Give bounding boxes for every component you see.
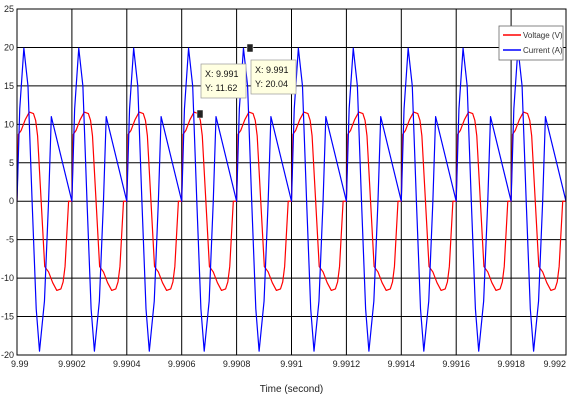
plot-frame	[16, 8, 567, 356]
datatip-box	[250, 59, 297, 95]
x-tick-label: 9.9904	[113, 359, 141, 369]
series-line-current	[17, 47, 566, 352]
x-tick-label: 9.9908	[223, 359, 251, 369]
datatips[interactable]: X: 9.991 Y: 11.62 X: 9.991 Y: 20.04	[196, 43, 297, 119]
axis-ticks: 9.99 9.9902 9.9904 9.9906 9.9908 9.991 9.9912 9…	[1, 4, 566, 369]
y-tick-label: 0	[9, 196, 14, 206]
datatip-y-value: Y: 20.04	[255, 79, 288, 89]
datatip-y-value: Y: 11.62	[205, 83, 237, 93]
y-tick-label: 5	[9, 158, 14, 168]
y-tick-label: 25	[4, 4, 14, 14]
x-tick-label: 9.9906	[168, 359, 196, 369]
y-tick-label: 20	[4, 42, 14, 52]
y-tick-label: -20	[1, 350, 14, 360]
x-tick-label: 9.9916	[442, 359, 470, 369]
y-tick-label: -10	[1, 273, 14, 283]
x-tick-label: 9.9918	[497, 359, 525, 369]
datatip-marker[interactable]	[196, 109, 204, 119]
x-tick-label: 9.9912	[333, 359, 361, 369]
datatip-voltage[interactable]: X: 9.991 Y: 11.62	[196, 63, 247, 119]
datatip-box	[200, 63, 247, 99]
x-tick-label: 9.9914	[388, 359, 416, 369]
y-tick-label: 15	[4, 81, 14, 91]
x-tick-label: 9.99	[11, 359, 29, 369]
datatip-x-value: X: 9.991	[255, 65, 289, 75]
legend-box	[498, 25, 564, 61]
datatip-x-value: X: 9.991	[205, 69, 239, 79]
x-tick-label: 9.991	[280, 359, 303, 369]
legend[interactable]: Voltage (V) Current (A)	[498, 25, 564, 61]
datatip-current[interactable]: X: 9.991 Y: 20.04	[246, 43, 297, 95]
y-tick-label: -5	[6, 235, 14, 245]
x-axis-label: Time (second)	[260, 384, 324, 395]
x-tick-label: 9.9902	[58, 359, 86, 369]
y-tick-label: 10	[4, 119, 14, 129]
plot-series	[17, 47, 566, 352]
series-line-voltage	[17, 111, 566, 292]
x-tick-label: 9.992	[543, 359, 566, 369]
datatip-marker[interactable]	[246, 43, 254, 53]
y-tick-label: -15	[1, 312, 14, 322]
legend-label-current: Current (A)	[523, 46, 563, 55]
legend-label-voltage: Voltage (V)	[523, 31, 563, 40]
